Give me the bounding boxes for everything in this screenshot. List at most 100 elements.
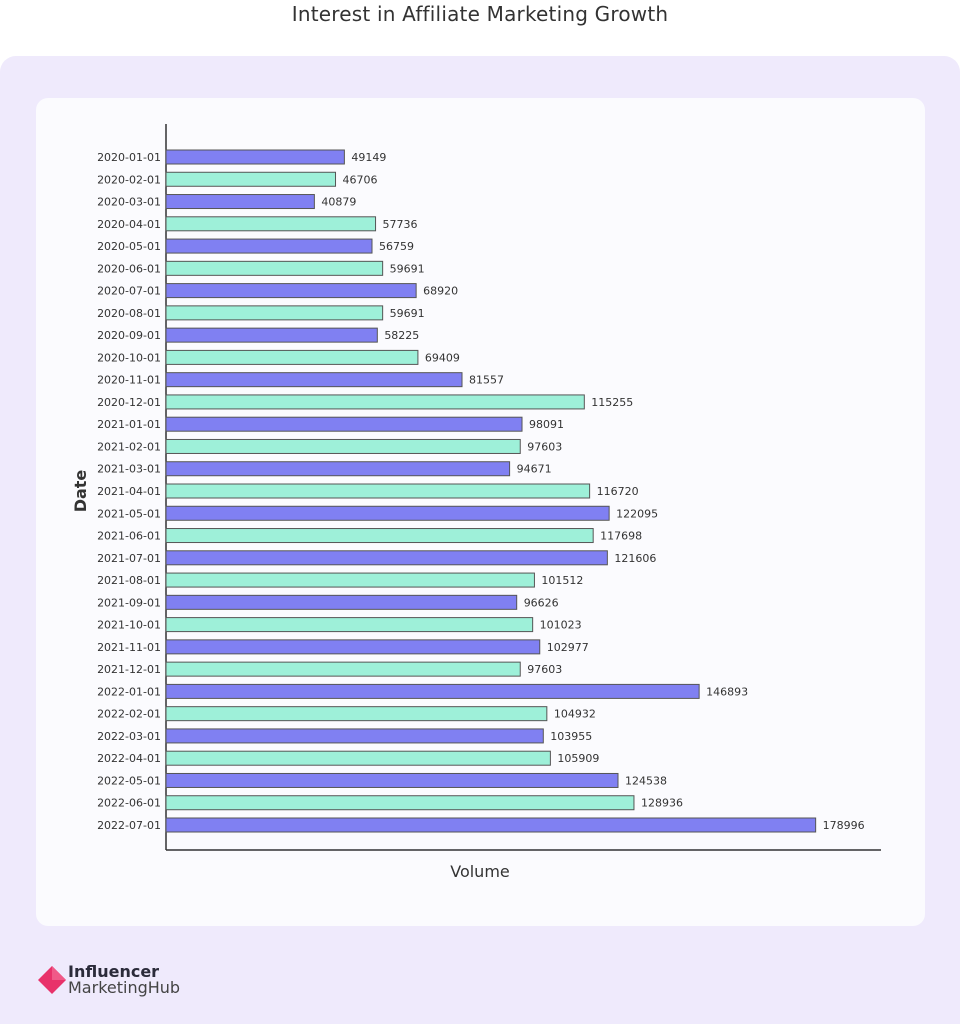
bar <box>165 327 378 343</box>
data-label: 46706 <box>343 173 378 186</box>
data-label: 178996 <box>823 819 865 832</box>
bar <box>165 372 463 388</box>
y-tick-label: 2020-09-01 <box>97 329 161 342</box>
bar <box>165 438 521 454</box>
bar <box>165 461 511 477</box>
data-label: 101023 <box>540 619 582 632</box>
y-tick-label: 2022-06-01 <box>97 797 161 810</box>
data-label: 59691 <box>390 307 425 320</box>
bar <box>165 149 345 165</box>
bar <box>165 594 518 610</box>
bar <box>165 283 417 299</box>
y-tick-label: 2020-11-01 <box>97 374 161 387</box>
y-tick-label: 2020-10-01 <box>97 351 161 364</box>
y-tick-label: 2021-07-01 <box>97 552 161 565</box>
data-label: 56759 <box>379 240 414 253</box>
bar <box>165 617 534 633</box>
data-label: 117698 <box>600 530 642 543</box>
bar <box>165 505 610 521</box>
y-tick-label: 2021-06-01 <box>97 530 161 543</box>
bar <box>165 728 544 744</box>
data-label: 121606 <box>614 552 656 565</box>
bar <box>165 550 608 566</box>
bar <box>165 416 523 432</box>
data-label: 104932 <box>554 708 596 721</box>
data-label: 49149 <box>351 151 386 164</box>
x-axis-label: Volume <box>450 862 510 881</box>
y-tick-label: 2021-03-01 <box>97 463 161 476</box>
y-tick-label: 2020-08-01 <box>97 307 161 320</box>
bar <box>165 750 551 766</box>
logo-text-line1: Influencer <box>68 962 160 981</box>
bar <box>165 483 591 499</box>
bar <box>165 817 817 833</box>
data-label: 101512 <box>541 574 583 587</box>
y-tick-label: 2021-12-01 <box>97 663 161 676</box>
data-label: 94671 <box>517 463 552 476</box>
bar <box>165 216 377 232</box>
chart-title: Interest in Affiliate Marketing Growth <box>291 2 669 26</box>
y-tick-label: 2021-02-01 <box>97 440 161 453</box>
bar <box>165 795 635 811</box>
data-label: 124538 <box>625 774 667 787</box>
y-tick-label: 2021-10-01 <box>97 619 161 632</box>
bar <box>165 661 521 677</box>
data-label: 97603 <box>527 440 562 453</box>
bar <box>165 260 384 276</box>
data-label: 103955 <box>550 730 592 743</box>
y-tick-label: 2020-01-01 <box>97 151 161 164</box>
data-label: 105909 <box>557 752 599 765</box>
y-tick-label: 2022-04-01 <box>97 752 161 765</box>
data-label: 97603 <box>527 663 562 676</box>
logo-icon <box>38 966 66 994</box>
y-tick-label: 2021-04-01 <box>97 485 161 498</box>
y-tick-label: 2020-12-01 <box>97 396 161 409</box>
bar <box>165 706 548 722</box>
bar <box>165 305 384 321</box>
bar <box>165 639 541 655</box>
data-label: 98091 <box>529 418 564 431</box>
y-tick-label: 2021-08-01 <box>97 574 161 587</box>
bar <box>165 171 337 187</box>
y-tick-label: 2020-06-01 <box>97 262 161 275</box>
y-tick-label: 2021-01-01 <box>97 418 161 431</box>
data-label: 59691 <box>390 262 425 275</box>
bar <box>165 572 535 588</box>
bar <box>165 772 619 788</box>
data-label: 128936 <box>641 797 683 810</box>
y-tick-label: 2020-07-01 <box>97 285 161 298</box>
y-tick-label: 2021-11-01 <box>97 641 161 654</box>
data-label: 122095 <box>616 507 658 520</box>
y-tick-label: 2020-04-01 <box>97 218 161 231</box>
y-tick-label: 2020-05-01 <box>97 240 161 253</box>
data-label: 69409 <box>425 351 460 364</box>
data-label: 96626 <box>524 596 559 609</box>
data-label: 81557 <box>469 374 504 387</box>
bar <box>165 194 315 210</box>
y-tick-label: 2022-05-01 <box>97 774 161 787</box>
data-label: 58225 <box>384 329 419 342</box>
y-tick-label: 2020-03-01 <box>97 196 161 209</box>
y-tick-label: 2021-09-01 <box>97 596 161 609</box>
data-label: 57736 <box>383 218 418 231</box>
y-tick-label: 2022-03-01 <box>97 730 161 743</box>
y-axis-label: Date <box>71 470 90 513</box>
bar <box>165 528 594 544</box>
bar <box>165 394 585 410</box>
bar <box>165 238 373 254</box>
bar <box>165 349 419 365</box>
y-tick-label: 2021-05-01 <box>97 507 161 520</box>
y-tick-label: 2022-01-01 <box>97 685 161 698</box>
logo-text-line2: MarketingHub <box>68 978 181 997</box>
data-label: 116720 <box>597 485 639 498</box>
data-label: 40879 <box>321 196 356 209</box>
bar <box>165 683 700 699</box>
data-label: 146893 <box>706 685 748 698</box>
data-label: 102977 <box>547 641 589 654</box>
data-label: 68920 <box>423 285 458 298</box>
y-tick-label: 2020-02-01 <box>97 173 161 186</box>
y-tick-label: 2022-07-01 <box>97 819 161 832</box>
y-tick-label: 2022-02-01 <box>97 708 161 721</box>
data-label: 115255 <box>591 396 633 409</box>
